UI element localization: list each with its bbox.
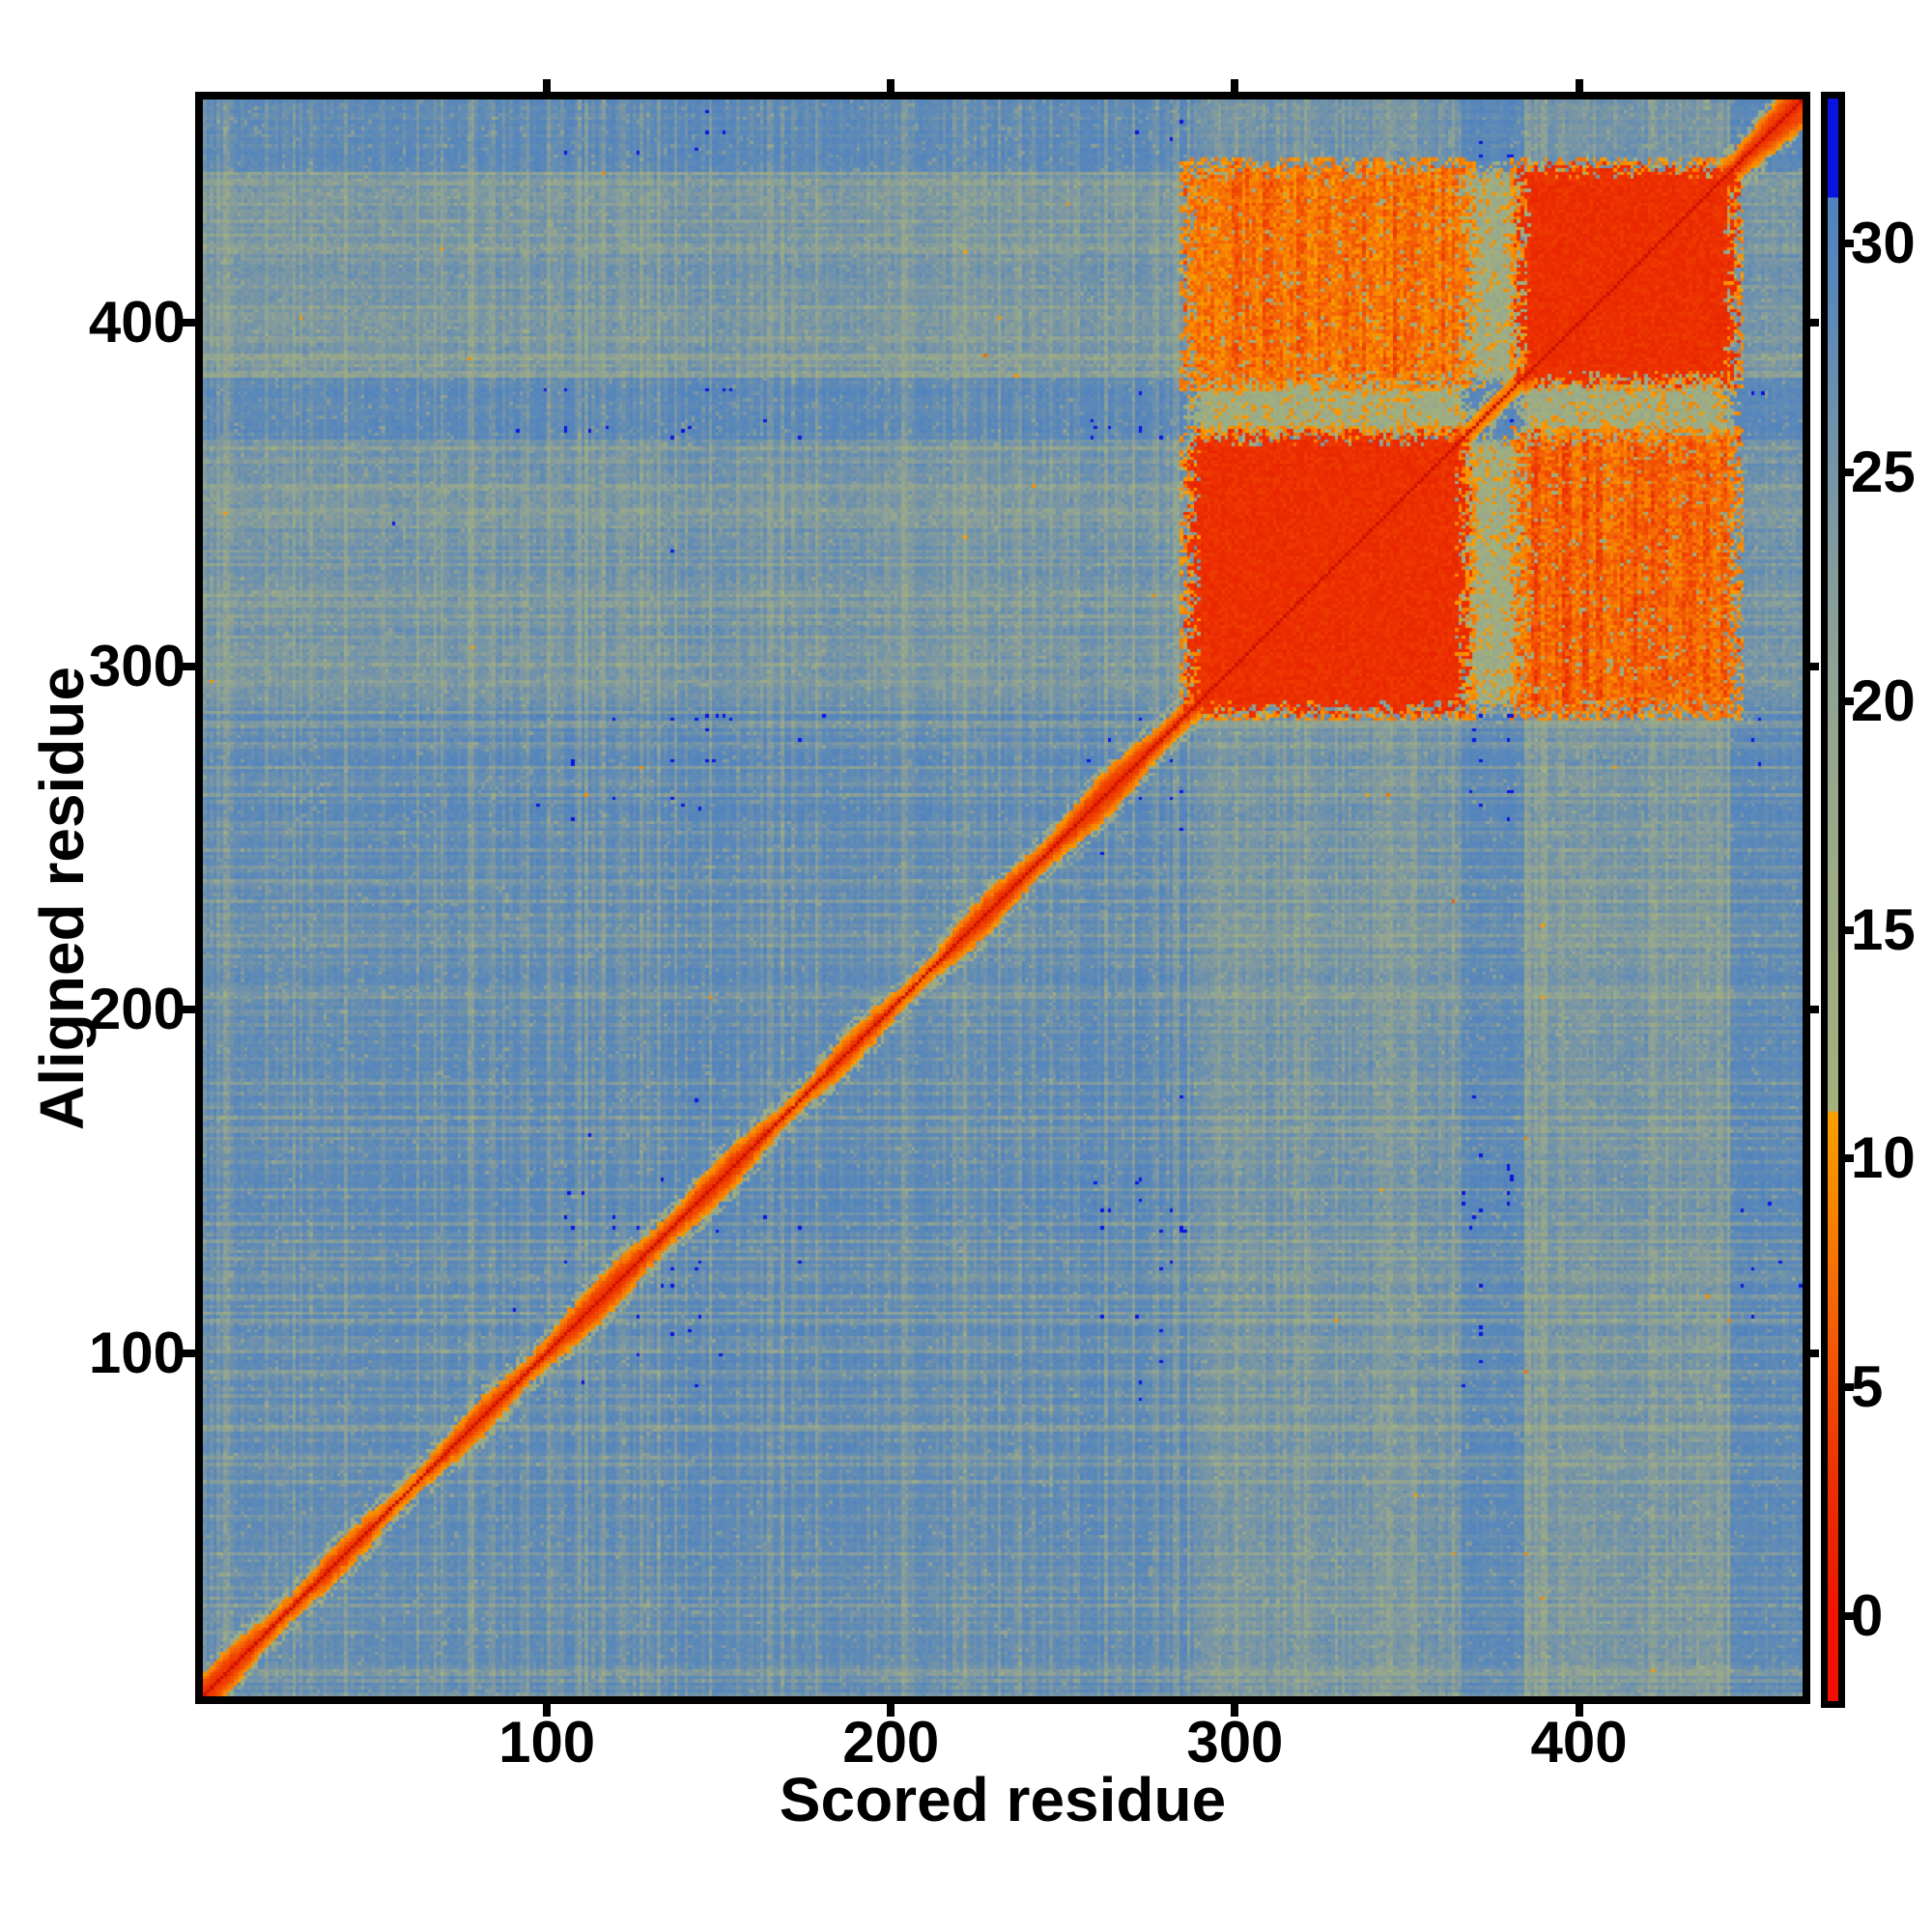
x-tick-top-100	[543, 79, 552, 92]
y-tick-label-400: 400	[88, 290, 185, 355]
y-tick-right-300	[1810, 662, 1819, 670]
y-tick-right-200	[1810, 1006, 1819, 1014]
colorbar-label-20: 20	[1851, 668, 1916, 733]
colorbar-tick-15	[1845, 925, 1854, 934]
colorbar-label-25: 25	[1851, 439, 1916, 504]
x-tick-bottom-100	[543, 1704, 552, 1717]
colorbar-label-10: 10	[1851, 1125, 1916, 1191]
x-tick-bottom-400	[1575, 1704, 1583, 1717]
colorbar-tick-0	[1845, 1611, 1854, 1620]
x-tick-bottom-200	[887, 1704, 895, 1717]
colorbar	[1821, 92, 1845, 1708]
colorbar-tick-20	[1845, 696, 1854, 705]
colorbar-tick-30	[1845, 240, 1854, 248]
x-tick-label-400: 400	[1530, 1710, 1628, 1775]
colorbar-label-30: 30	[1851, 211, 1916, 276]
x-tick-label-100: 100	[498, 1710, 596, 1775]
x-tick-top-300	[1231, 79, 1239, 92]
y-axis-title: Aligned residue	[27, 666, 97, 1131]
heatmap-canvas	[203, 99, 1803, 1696]
colorbar-tick-5	[1845, 1383, 1854, 1392]
y-tick-label-100: 100	[88, 1320, 185, 1385]
y-tick-left-200	[183, 1006, 195, 1014]
y-tick-label-200: 200	[88, 977, 185, 1042]
x-tick-label-300: 300	[1186, 1710, 1284, 1775]
colorbar-gradient	[1828, 99, 1838, 1701]
x-axis-title: Scored residue	[779, 1765, 1227, 1834]
y-tick-right-100	[1810, 1349, 1819, 1357]
colorbar-label-15: 15	[1851, 896, 1916, 962]
x-tick-top-400	[1575, 79, 1583, 92]
colorbar-tick-10	[1845, 1154, 1854, 1163]
colorbar-label-5: 5	[1851, 1354, 1884, 1420]
colorbar-label-0: 0	[1851, 1582, 1884, 1648]
x-tick-top-200	[887, 79, 895, 92]
y-tick-left-400	[183, 319, 195, 327]
y-tick-label-300: 300	[88, 633, 185, 698]
y-tick-left-300	[183, 662, 195, 670]
colorbar-tick-25	[1845, 468, 1854, 476]
y-tick-left-100	[183, 1349, 195, 1357]
y-tick-right-400	[1810, 319, 1819, 327]
x-tick-label-200: 200	[842, 1710, 940, 1775]
x-tick-bottom-300	[1231, 1704, 1239, 1717]
